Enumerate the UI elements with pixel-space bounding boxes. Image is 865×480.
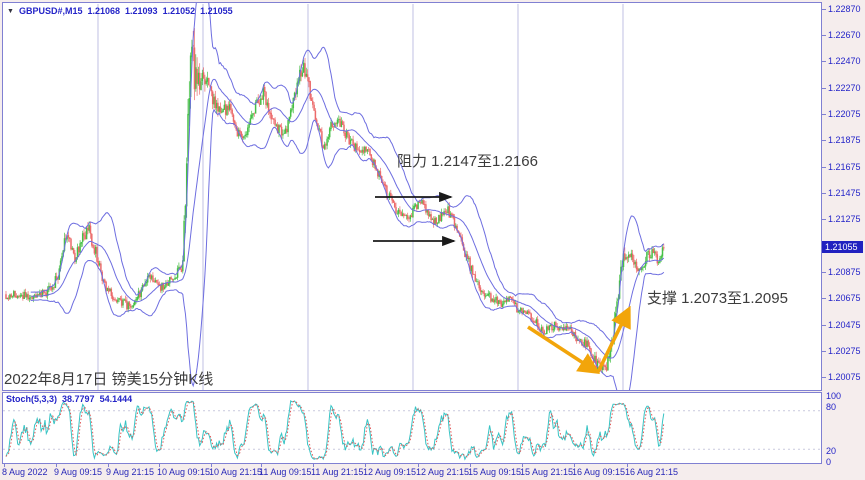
stochastic-header: Stoch(5,3,3) 38.7797 54.1444 xyxy=(6,394,132,404)
date-axis-label: 12 Aug 21:15 xyxy=(416,467,470,477)
current-price-tag: 1.21055 xyxy=(822,241,863,253)
date-axis-tick xyxy=(418,464,419,467)
date-axis-tick xyxy=(574,464,575,467)
date-axis-label: 11 Aug 21:15 xyxy=(311,467,364,477)
price-axis-tick xyxy=(822,167,826,168)
date-axis-tick xyxy=(365,464,366,467)
price-axis-tick xyxy=(822,377,826,378)
price-axis-label: 1.21475 xyxy=(828,188,861,198)
price-axis-label: 1.22870 xyxy=(828,4,861,14)
ohlc-close: 1.21055 xyxy=(200,6,233,16)
price-axis-label: 1.20475 xyxy=(828,320,861,330)
date-axis-tick xyxy=(108,464,109,467)
stoch-k-line xyxy=(5,400,665,461)
price-axis-label: 1.20675 xyxy=(828,293,861,303)
ohlc-open: 1.21068 xyxy=(87,6,121,16)
price-axis-tick xyxy=(822,219,826,220)
price-axis-tick xyxy=(822,272,826,273)
date-axis-tick xyxy=(627,464,628,467)
stoch-d-line xyxy=(5,400,665,460)
candles-layer xyxy=(5,28,665,374)
price-axis-label: 1.21875 xyxy=(828,135,861,145)
stoch-scale-label: 0 xyxy=(826,457,832,467)
price-axis-tick xyxy=(822,140,826,141)
price-axis-tick xyxy=(822,88,826,89)
price-axis-tick xyxy=(822,351,826,352)
date-axis-label: 15 Aug 09:15 xyxy=(468,467,522,477)
price-axis-tick xyxy=(822,325,826,326)
date-axis-label: 9 Aug 21:15 xyxy=(106,467,155,477)
price-axis-label: 1.21275 xyxy=(828,214,861,224)
stoch-indicator-label: Stoch(5,3,3) xyxy=(6,394,58,404)
stochastic-chart xyxy=(3,400,821,461)
date-axis-label: 8 Aug 2022 xyxy=(2,467,48,477)
price-axis-label: 1.22670 xyxy=(828,30,861,40)
price-axis-label: 1.20075 xyxy=(828,372,861,382)
price-axis-label: 1.22075 xyxy=(828,109,861,119)
stoch-k-value: 38.7797 xyxy=(62,394,95,404)
stoch-scale-label: 100 xyxy=(826,391,842,401)
chart-header: ▼ GBPUSD#,M15 1.21068 1.21093 1.21052 1.… xyxy=(7,5,233,17)
date-axis-label: 10 Aug 21:15 xyxy=(209,467,263,477)
date-axis-tick xyxy=(261,464,262,467)
price-axis-label: 1.20875 xyxy=(828,267,861,277)
price-axis-label: 1.20275 xyxy=(828,346,861,356)
chart-symbol-period: GBPUSD#,M15 xyxy=(18,6,83,16)
date-axis-label: 16 Aug 09:15 xyxy=(572,467,626,477)
date-axis-label: 11 Aug 09:15 xyxy=(259,467,312,477)
date-axis-label: 12 Aug 09:15 xyxy=(363,467,417,477)
price-axis-label: 1.22270 xyxy=(828,83,861,93)
date-axis-tick xyxy=(159,464,160,467)
stoch-d-value: 54.1444 xyxy=(99,394,133,404)
stochastic-panel[interactable]: Stoch(5,3,3) 38.7797 54.1444 xyxy=(2,392,822,464)
stoch-scale-label: 80 xyxy=(826,402,837,412)
date-axis-label: 10 Aug 09:15 xyxy=(157,467,211,477)
date-axis-label: 16 Aug 21:15 xyxy=(625,467,679,477)
price-axis-tick xyxy=(822,298,826,299)
drawn-arrows[interactable] xyxy=(373,191,631,374)
price-axis-tick xyxy=(822,61,826,62)
date-axis: 8 Aug 2022 9 Aug 09:15 9 Aug 21:15 10 Aug 0… xyxy=(0,464,865,480)
stoch-level-lines xyxy=(3,410,821,450)
bollinger-bands xyxy=(30,3,665,390)
date-axis-tick xyxy=(211,464,212,467)
chart-dropdown-icon[interactable]: ▼ xyxy=(7,7,14,15)
price-axis-tick xyxy=(822,193,826,194)
date-axis-label: 9 Aug 09:15 xyxy=(54,467,103,477)
price-axis-label: 1.22470 xyxy=(828,56,861,66)
price-axis: 1.22870 1.22670 1.22470 1.22270 1.22075 1.218… xyxy=(822,0,865,480)
stoch-scale-label: 20 xyxy=(826,446,837,456)
day-separators xyxy=(97,4,624,390)
caption-label: 2022年8月17日 镑美15分钟K线 xyxy=(4,371,214,388)
support-label: 支撑 1.2073至1.2095 xyxy=(647,290,788,307)
price-axis-tick xyxy=(822,9,826,10)
ohlc-high: 1.21093 xyxy=(125,6,158,16)
date-axis-tick xyxy=(522,464,523,467)
date-axis-tick xyxy=(313,464,314,467)
candlestick-chart xyxy=(5,3,665,390)
price-axis-label: 1.21675 xyxy=(828,162,861,172)
price-chart-panel[interactable]: ▼ GBPUSD#,M15 1.21068 1.21093 1.21052 1.… xyxy=(2,2,822,391)
price-axis-tick xyxy=(822,114,826,115)
date-axis-tick xyxy=(4,464,5,467)
ohlc-low: 1.21052 xyxy=(162,6,196,16)
date-axis-label: 15 Aug 21:15 xyxy=(520,467,574,477)
resistance-label: 阻力 1.2147至1.2166 xyxy=(397,153,538,170)
price-axis-tick xyxy=(822,35,826,36)
date-axis-tick xyxy=(56,464,57,467)
date-axis-tick xyxy=(470,464,471,467)
